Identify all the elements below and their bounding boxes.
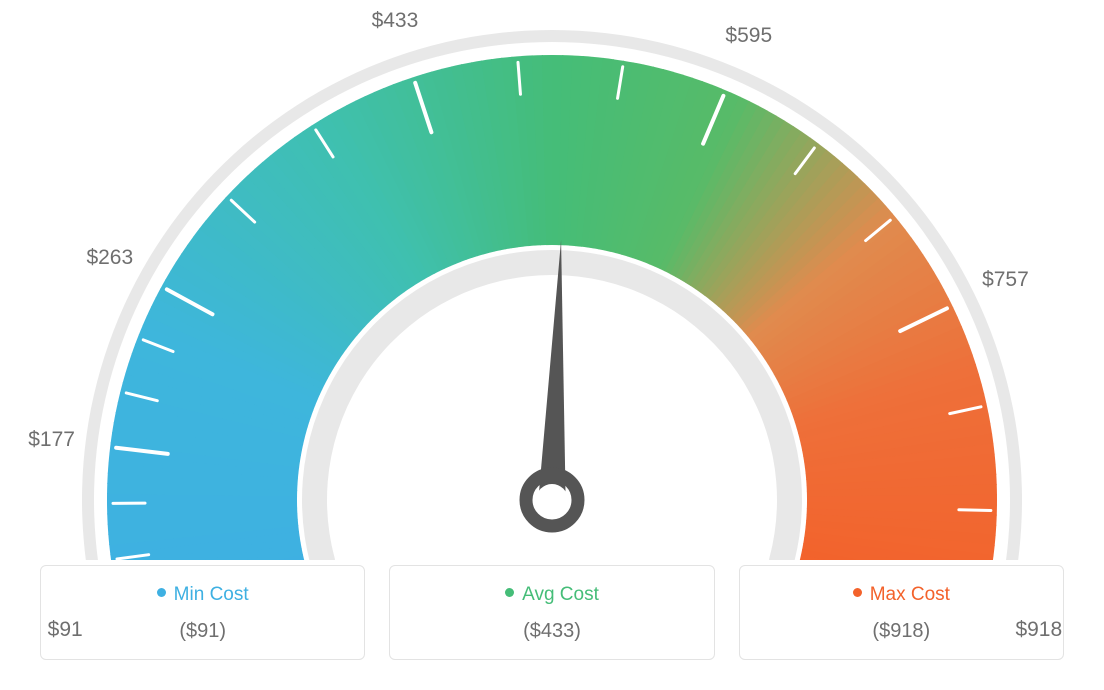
legend-title-min: Min Cost: [51, 584, 354, 606]
legend-value-max: ($918): [750, 620, 1053, 643]
legend-card-avg: Avg Cost ($433): [389, 565, 714, 660]
legend-value-min: ($91): [51, 620, 354, 643]
dot-icon: [853, 588, 862, 597]
tick-label: $177: [28, 428, 75, 452]
legend-title-avg: Avg Cost: [400, 584, 703, 606]
legend-title-text: Min Cost: [174, 584, 249, 605]
dot-icon: [505, 588, 514, 597]
needle: [538, 240, 566, 503]
legend-title-text: Max Cost: [870, 584, 950, 605]
gauge: $91$177$263$433$595$757$918: [0, 0, 1104, 560]
gauge-svg: [0, 0, 1104, 560]
legend-card-max: Max Cost ($918): [739, 565, 1064, 660]
dot-icon: [157, 588, 166, 597]
tick-label: $263: [86, 246, 133, 270]
legend-row: Min Cost ($91) Avg Cost ($433) Max Cost …: [40, 565, 1064, 660]
chart-container: $91$177$263$433$595$757$918 Min Cost ($9…: [0, 0, 1104, 690]
legend-title-max: Max Cost: [750, 584, 1053, 606]
tick-label: $757: [982, 268, 1029, 292]
legend-title-text: Avg Cost: [522, 584, 599, 605]
legend-value-avg: ($433): [400, 620, 703, 643]
legend-card-min: Min Cost ($91): [40, 565, 365, 660]
tick-label: $595: [725, 24, 772, 48]
tick-label: $433: [372, 9, 419, 33]
